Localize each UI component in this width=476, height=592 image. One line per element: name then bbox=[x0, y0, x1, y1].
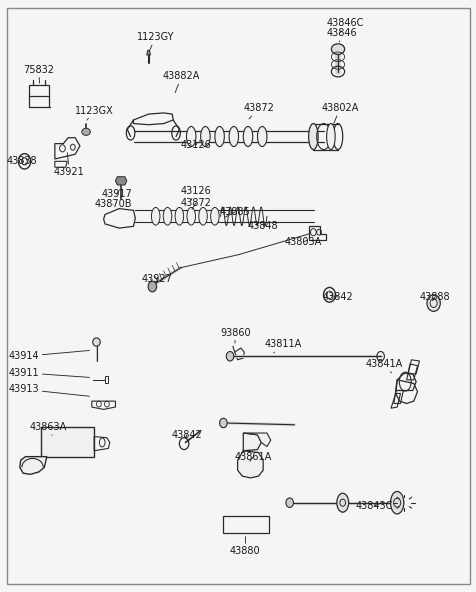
Ellipse shape bbox=[215, 127, 224, 147]
Polygon shape bbox=[238, 433, 263, 478]
Text: 43802A: 43802A bbox=[321, 103, 359, 124]
Ellipse shape bbox=[82, 128, 90, 136]
Ellipse shape bbox=[201, 127, 210, 147]
Ellipse shape bbox=[427, 295, 440, 311]
Text: 43863A: 43863A bbox=[29, 422, 67, 435]
Text: 43842: 43842 bbox=[171, 430, 202, 440]
Text: 43880: 43880 bbox=[230, 536, 261, 556]
Text: 43921: 43921 bbox=[54, 153, 85, 177]
Ellipse shape bbox=[187, 207, 196, 225]
Polygon shape bbox=[116, 176, 127, 185]
Ellipse shape bbox=[331, 44, 345, 54]
Text: 43803A: 43803A bbox=[285, 237, 322, 247]
Text: 43848: 43848 bbox=[248, 221, 278, 231]
Ellipse shape bbox=[243, 127, 253, 147]
Ellipse shape bbox=[219, 419, 227, 427]
Text: 43913: 43913 bbox=[9, 384, 89, 396]
Polygon shape bbox=[40, 427, 94, 456]
Ellipse shape bbox=[175, 207, 184, 225]
Text: 1123GY: 1123GY bbox=[137, 33, 174, 52]
Ellipse shape bbox=[286, 498, 294, 507]
Text: 43872: 43872 bbox=[181, 198, 212, 209]
Ellipse shape bbox=[308, 124, 318, 150]
Text: 43846C: 43846C bbox=[326, 18, 364, 34]
Ellipse shape bbox=[163, 207, 172, 225]
Polygon shape bbox=[147, 50, 150, 55]
Text: 75832: 75832 bbox=[23, 65, 54, 83]
Text: 43872: 43872 bbox=[243, 103, 274, 119]
Text: 43927: 43927 bbox=[141, 275, 172, 285]
Ellipse shape bbox=[390, 491, 404, 514]
Text: 43843C: 43843C bbox=[356, 501, 393, 511]
Text: 43126: 43126 bbox=[181, 186, 211, 200]
Ellipse shape bbox=[258, 127, 267, 147]
Ellipse shape bbox=[199, 207, 208, 225]
Ellipse shape bbox=[148, 281, 157, 292]
Text: 43838: 43838 bbox=[7, 156, 37, 166]
Text: 43870B: 43870B bbox=[94, 200, 132, 210]
Ellipse shape bbox=[226, 352, 234, 361]
Ellipse shape bbox=[187, 127, 196, 147]
Ellipse shape bbox=[210, 207, 219, 225]
Text: 43885: 43885 bbox=[219, 207, 250, 217]
Text: 43888: 43888 bbox=[419, 292, 450, 302]
Text: 43882A: 43882A bbox=[163, 71, 200, 93]
Polygon shape bbox=[243, 433, 271, 446]
Text: 43811A: 43811A bbox=[265, 339, 302, 353]
Ellipse shape bbox=[151, 207, 160, 225]
Text: 43126: 43126 bbox=[181, 140, 211, 150]
Ellipse shape bbox=[327, 124, 335, 150]
Text: 1123GX: 1123GX bbox=[75, 105, 114, 120]
Text: 43911: 43911 bbox=[9, 368, 89, 378]
Text: 93860: 93860 bbox=[220, 327, 251, 343]
Text: 43846: 43846 bbox=[326, 28, 357, 42]
Text: 43917: 43917 bbox=[101, 189, 132, 200]
Text: 43861A: 43861A bbox=[235, 452, 272, 462]
Polygon shape bbox=[20, 456, 47, 474]
Text: 43914: 43914 bbox=[9, 350, 89, 361]
Ellipse shape bbox=[337, 493, 348, 512]
Ellipse shape bbox=[93, 338, 100, 346]
Text: 43842: 43842 bbox=[323, 292, 354, 302]
Text: 43841A: 43841A bbox=[366, 359, 403, 373]
Ellipse shape bbox=[229, 127, 238, 147]
